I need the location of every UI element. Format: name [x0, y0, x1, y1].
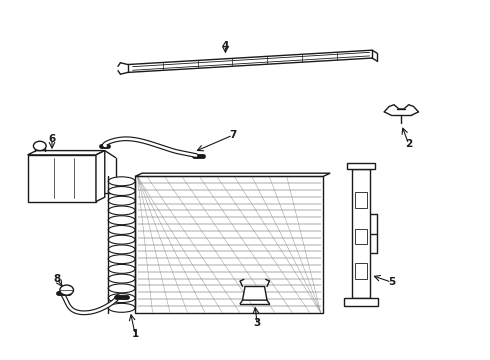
Text: 1: 1 — [131, 329, 139, 339]
Polygon shape — [135, 173, 330, 176]
Bar — [352, 169, 369, 298]
Polygon shape — [346, 163, 375, 169]
Ellipse shape — [108, 206, 135, 215]
Bar — [355, 264, 367, 279]
Ellipse shape — [108, 303, 135, 312]
Text: 3: 3 — [254, 319, 261, 328]
Ellipse shape — [108, 245, 135, 254]
Circle shape — [60, 285, 74, 295]
Bar — [27, 155, 96, 202]
Bar — [355, 193, 367, 208]
Polygon shape — [343, 298, 378, 306]
Text: 4: 4 — [222, 41, 229, 50]
Ellipse shape — [108, 177, 135, 186]
Ellipse shape — [108, 294, 135, 302]
Ellipse shape — [108, 284, 135, 293]
Ellipse shape — [108, 186, 135, 195]
Ellipse shape — [108, 225, 135, 234]
Text: 6: 6 — [49, 134, 56, 144]
Ellipse shape — [108, 274, 135, 283]
Bar — [135, 176, 323, 313]
Ellipse shape — [108, 216, 135, 225]
Circle shape — [33, 141, 46, 150]
Ellipse shape — [108, 235, 135, 244]
Bar — [355, 229, 367, 244]
Polygon shape — [27, 150, 105, 155]
Text: 8: 8 — [53, 274, 60, 284]
Text: 7: 7 — [229, 130, 237, 140]
Ellipse shape — [108, 264, 135, 273]
Ellipse shape — [108, 255, 135, 264]
Text: 2: 2 — [405, 139, 412, 149]
Text: 5: 5 — [388, 277, 395, 287]
Polygon shape — [243, 287, 267, 300]
Ellipse shape — [108, 196, 135, 205]
Polygon shape — [96, 150, 105, 202]
